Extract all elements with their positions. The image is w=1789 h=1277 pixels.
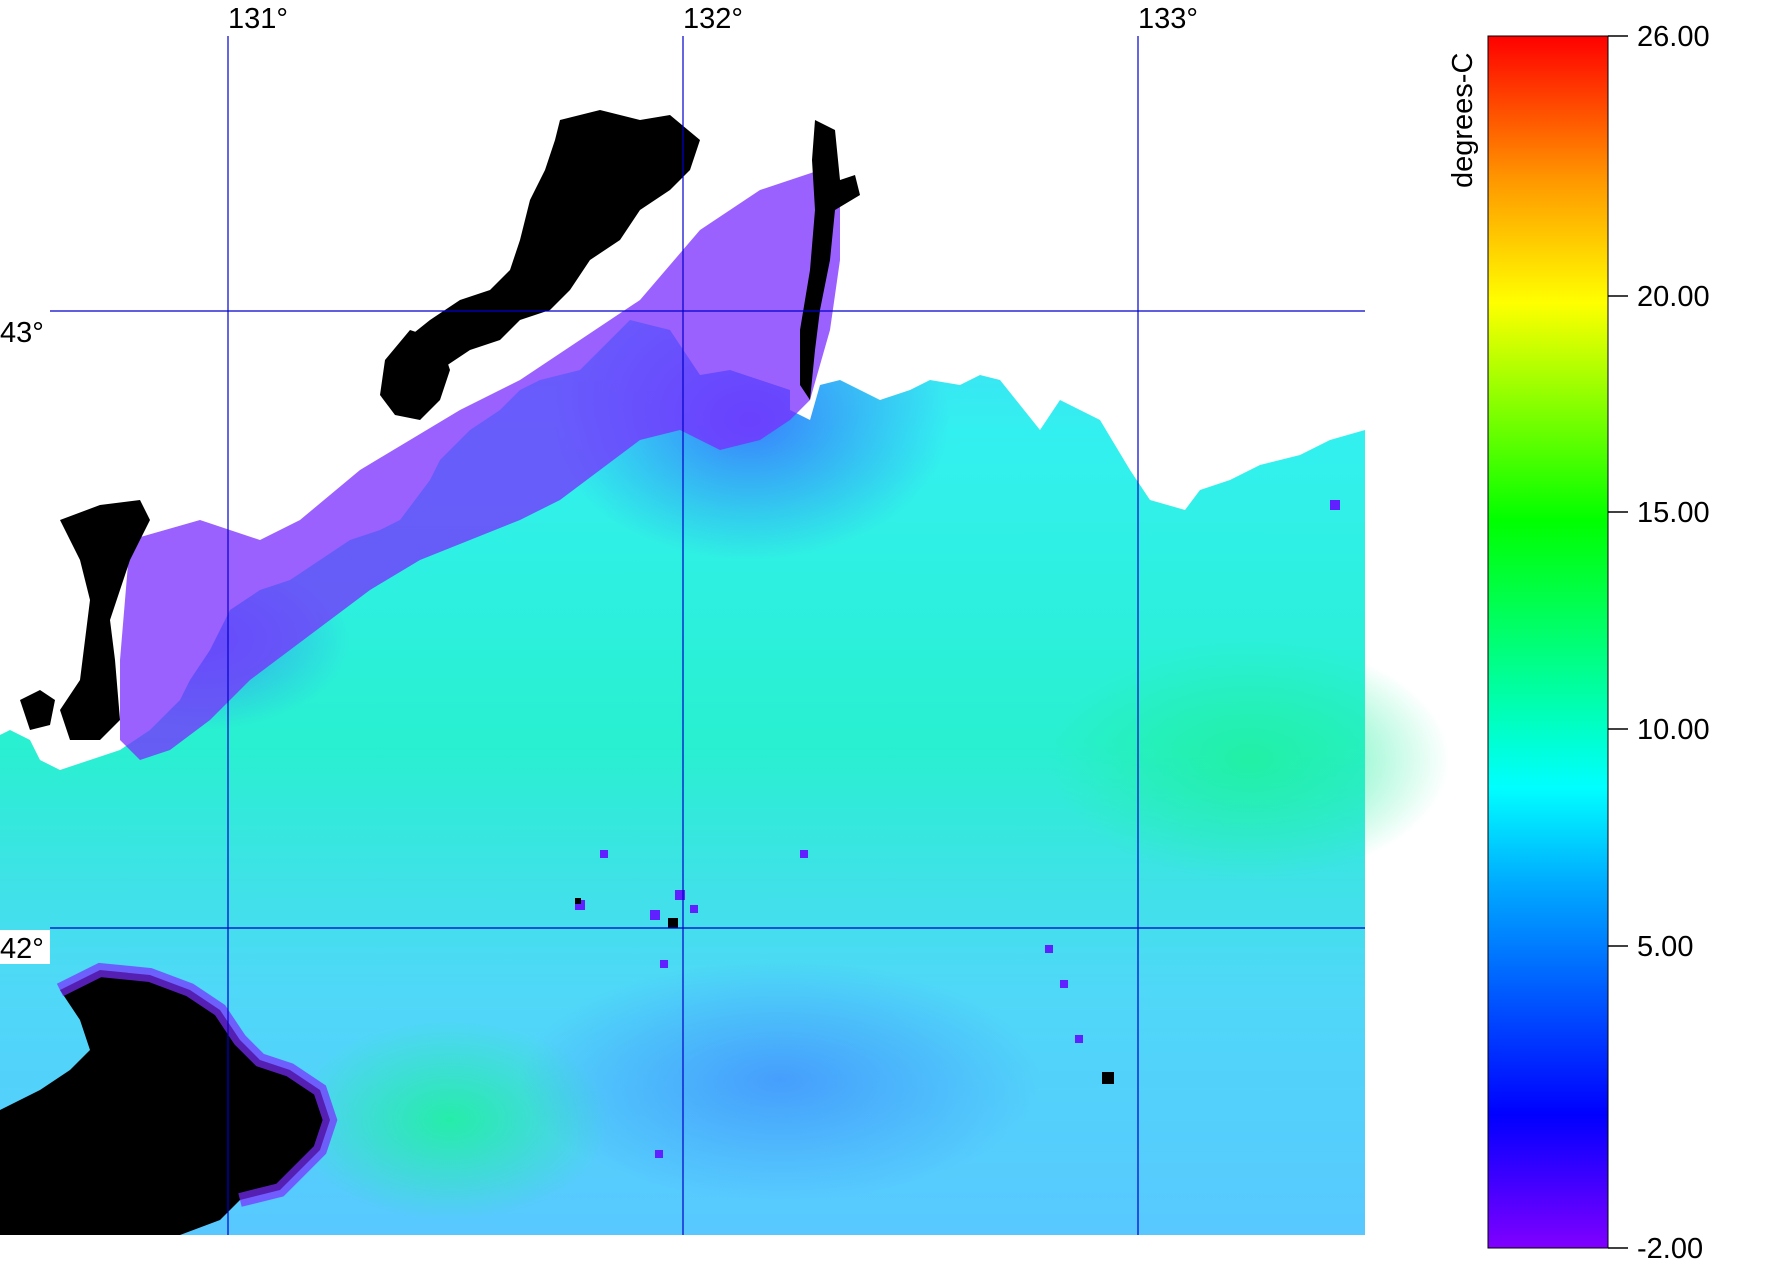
lat-label-43: 43° (0, 317, 44, 349)
russky-island (380, 330, 450, 420)
colorbar-tick-15: 15.00 (1637, 497, 1710, 529)
muravyov-peninsula (400, 110, 700, 420)
longitude-labels: 131° 132° 133° (228, 3, 1198, 35)
lon-label-132: 132° (683, 3, 743, 35)
latitude-labels: 43° 42° (0, 313, 50, 965)
colorbar-ramp (1487, 35, 1609, 1249)
colorbar-tick-labels: 26.00 20.00 15.00 10.00 5.00 -2.00 (1637, 21, 1710, 1265)
southwest-land (0, 970, 330, 1235)
east-peninsula (800, 120, 860, 400)
coastal-cold-water (120, 170, 840, 760)
southwest-cold-fringe (56, 962, 338, 1207)
gamov-peninsula (60, 500, 150, 740)
colorbar-ticks (1608, 35, 1628, 1249)
graticule (50, 36, 1365, 1235)
colorbar: degrees-C 26.00 20.00 15.00 10.00 5.00 -… (1447, 21, 1710, 1265)
land-speckle-pixels (575, 898, 1114, 1084)
colorbar-tick-10: 10.00 (1637, 714, 1710, 746)
colorbar-tick-20: 20.00 (1637, 281, 1710, 313)
northwest-islet (20, 690, 55, 730)
lon-label-131: 131° (228, 3, 288, 35)
colorbar-unit-label: degrees-C (1447, 53, 1479, 188)
speckle-pixels (575, 500, 1340, 1158)
no-data-region (0, 0, 1365, 770)
lat-label-42: 42° (0, 933, 44, 965)
land (0, 110, 860, 1235)
colorbar-tick-5: 5.00 (1637, 931, 1693, 963)
lon-label-133: 133° (1138, 3, 1198, 35)
colorbar-tick-26: 26.00 (1637, 21, 1710, 53)
colorbar-tick-minus2: -2.00 (1637, 1233, 1703, 1265)
